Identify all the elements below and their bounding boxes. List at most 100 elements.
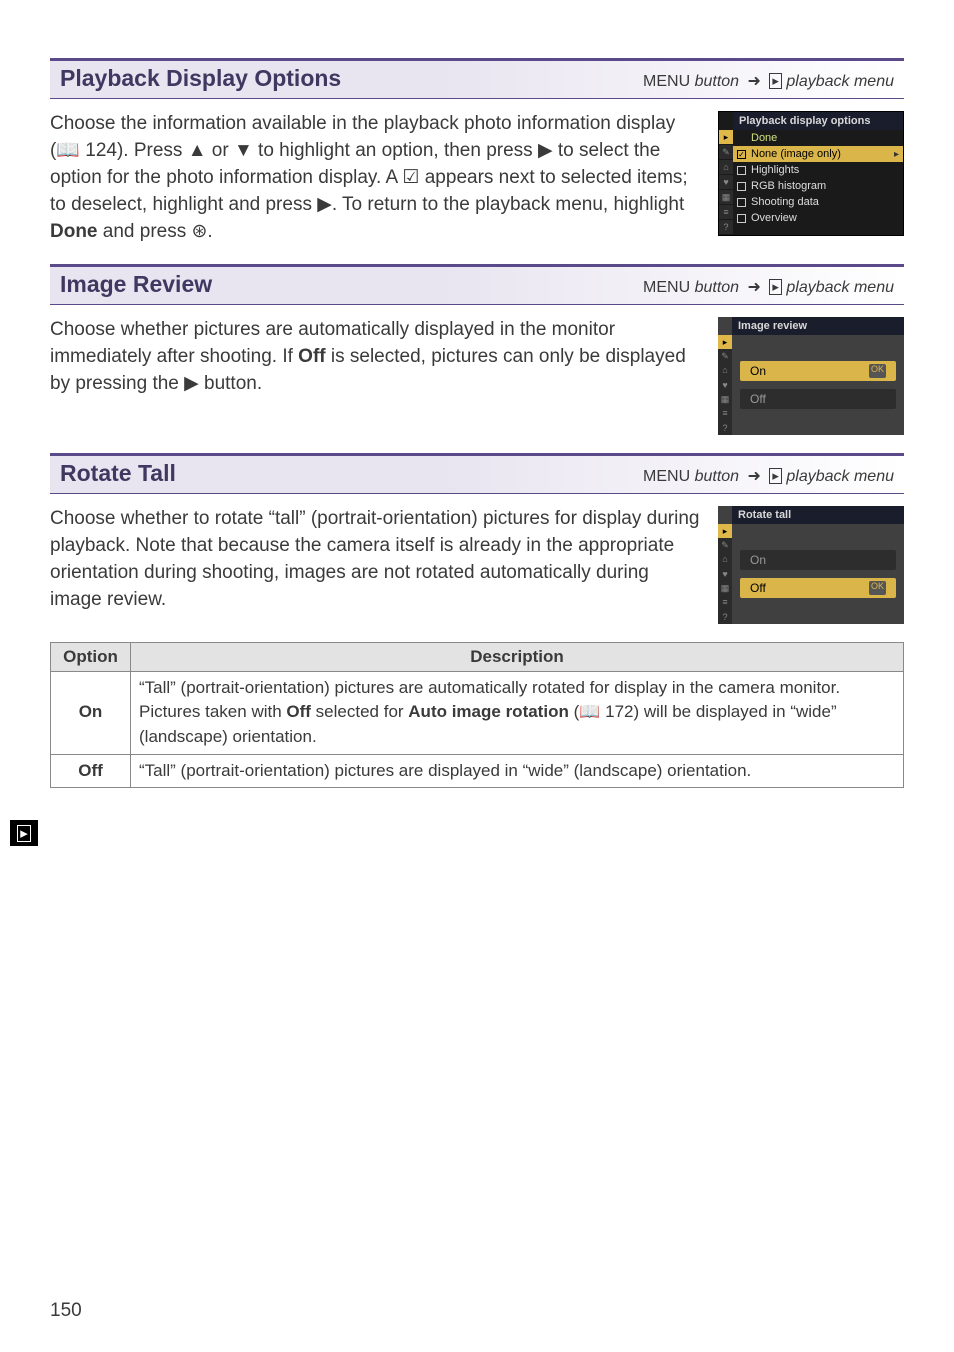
lcd-row-done: Done (733, 130, 903, 146)
playback-icon: ▸ (769, 73, 782, 89)
lcd-pdo-tabs: ▸ ✎ ⌂ ♥ ▦ ≡ ? (719, 130, 733, 235)
section-title-pdo: Playback Display Options (60, 65, 341, 92)
pdo-tail: and press ⊛. (98, 221, 213, 242)
lcd-opt-label: On (750, 364, 869, 378)
lcd-row-label: None (image only) (751, 148, 894, 160)
menu-suffix: playback menu (786, 73, 894, 90)
lcd-row: RGB histogram (733, 178, 903, 194)
menu-button-word: button (695, 279, 739, 296)
lcd-pdo: Playback display options ▸ ✎ ⌂ ♥ ▦ ≡ ? D… (718, 111, 904, 236)
menu-button-word: button (695, 468, 739, 485)
menu-suffix: playback menu (786, 279, 894, 296)
lcd-tab: ♥ (718, 378, 732, 392)
chevron-right-icon: ▸ (894, 149, 899, 160)
pdo-done: Done (50, 221, 98, 242)
lcd-rt-tabs: ▸ ✎ ⌂ ♥ ▦ ≡ ? (718, 524, 732, 624)
desc-bold: Auto image rotation (408, 702, 569, 721)
lcd-opt: On (740, 550, 896, 570)
menu-label: MENU (643, 279, 690, 296)
lcd-tab: ✎ (718, 538, 732, 552)
section-title-rt: Rotate Tall (60, 460, 176, 487)
section-header-rt: Rotate Tall MENU button ➜ ▸ playback men… (50, 453, 904, 494)
lcd-tab: ⌂ (718, 363, 732, 377)
lcd-ir-opts: OnOK Off (732, 335, 904, 435)
section-header-ir: Image Review MENU button ➜ ▸ playback me… (50, 264, 904, 305)
section-breadcrumb-ir: MENU button ➜ ▸ playback menu (643, 277, 894, 297)
lcd-tab: ? (718, 421, 732, 435)
lcd-ir-title: Image review (732, 317, 904, 335)
rt-content: Choose whether to rotate “tall” (portrai… (50, 506, 904, 624)
lcd-tab: ? (719, 220, 733, 235)
section-breadcrumb-rt: MENU button ➜ ▸ playback menu (643, 466, 894, 486)
ir-off-word: Off (298, 346, 325, 367)
lcd-ir-tabs: ▸ ✎ ⌂ ♥ ▦ ≡ ? (718, 335, 732, 435)
lcd-tab: ✎ (718, 349, 732, 363)
lcd-tab: ⌂ (718, 552, 732, 566)
pdo-content: Choose the information available in the … (50, 111, 904, 246)
td-option-desc: “Tall” (portrait-orientation) pictures a… (131, 754, 904, 788)
checkbox-icon (737, 214, 746, 223)
lcd-tab: ? (718, 610, 732, 624)
desc-part: selected for (311, 702, 408, 721)
arrow-icon: ➜ (748, 73, 761, 90)
lcd-row-label: RGB histogram (751, 180, 826, 192)
lcd-tab: ≡ (718, 595, 732, 609)
lcd-row-label: Overview (751, 212, 797, 224)
td-option-name: On (51, 671, 131, 754)
thumb-index-tab: ▸ (10, 820, 38, 846)
lcd-row-label: Shooting data (751, 196, 819, 208)
lcd-tab: ⌂ (719, 160, 733, 175)
lcd-opt: OnOK (740, 361, 896, 381)
lcd-ir: Image review ▸ ✎ ⌂ ♥ ▦ ≡ ? OnOK Off (718, 317, 904, 435)
pdo-text: Choose the information available in the … (50, 111, 704, 246)
lcd-opt-label: Off (750, 392, 766, 406)
checkbox-icon (737, 198, 746, 207)
lcd-tab: ▸ (719, 130, 733, 145)
options-table: Option Description On “Tall” (portrait-o… (50, 642, 904, 789)
arrow-icon: ➜ (748, 468, 761, 485)
lcd-tab: ♥ (719, 175, 733, 190)
lcd-opt-label: On (750, 553, 766, 567)
desc-bold: Off (286, 702, 311, 721)
lcd-tab: ≡ (719, 205, 733, 220)
lcd-tab: ▦ (719, 190, 733, 205)
lcd-rt: Rotate tall ▸ ✎ ⌂ ♥ ▦ ≡ ? On OffOK (718, 506, 904, 624)
playback-icon: ▸ (769, 468, 782, 484)
checkbox-icon (737, 166, 746, 175)
lcd-opt: OffOK (740, 578, 896, 598)
lcd-tab: ♥ (718, 567, 732, 581)
lcd-pdo-rows: Done ✓ None (image only)▸ Highlights RGB … (733, 130, 903, 235)
section-breadcrumb-pdo: MENU button ➜ ▸ playback menu (643, 71, 894, 91)
td-option-desc: “Tall” (portrait-orientation) pictures a… (131, 671, 904, 754)
table-row: On “Tall” (portrait-orientation) picture… (51, 671, 904, 754)
arrow-icon: ➜ (748, 279, 761, 296)
lcd-rt-opts: On OffOK (732, 524, 904, 624)
ok-icon: OK (869, 364, 886, 378)
lcd-tab: ▸ (718, 524, 732, 538)
section-title-ir: Image Review (60, 271, 212, 298)
table-row: Off “Tall” (portrait-orientation) pictur… (51, 754, 904, 788)
lcd-rt-title: Rotate tall (732, 506, 904, 524)
lcd-tab: ▦ (718, 581, 732, 595)
lcd-tab: ▦ (718, 392, 732, 406)
td-option-name: Off (51, 754, 131, 788)
lcd-pdo-title: Playback display options (733, 112, 903, 130)
playback-icon: ▸ (17, 825, 31, 842)
menu-label: MENU (643, 468, 690, 485)
lcd-tab: ≡ (718, 406, 732, 420)
lcd-opt-label: Off (750, 581, 869, 595)
ir-text: Choose whether pictures are automaticall… (50, 317, 704, 398)
checkbox-icon (737, 182, 746, 191)
menu-suffix: playback menu (786, 468, 894, 485)
ok-icon: OK (869, 581, 886, 595)
playback-icon: ▸ (769, 279, 782, 295)
menu-button-word: button (695, 73, 739, 90)
lcd-tab: ▸ (718, 335, 732, 349)
lcd-row-label: Highlights (751, 164, 799, 176)
lcd-opt: Off (740, 389, 896, 409)
menu-label: MENU (643, 73, 690, 90)
rt-text: Choose whether to rotate “tall” (portrai… (50, 506, 704, 614)
pdo-body: Choose the information available in the … (50, 113, 688, 215)
checkbox-icon: ✓ (737, 150, 746, 159)
lcd-tab: ✎ (719, 145, 733, 160)
